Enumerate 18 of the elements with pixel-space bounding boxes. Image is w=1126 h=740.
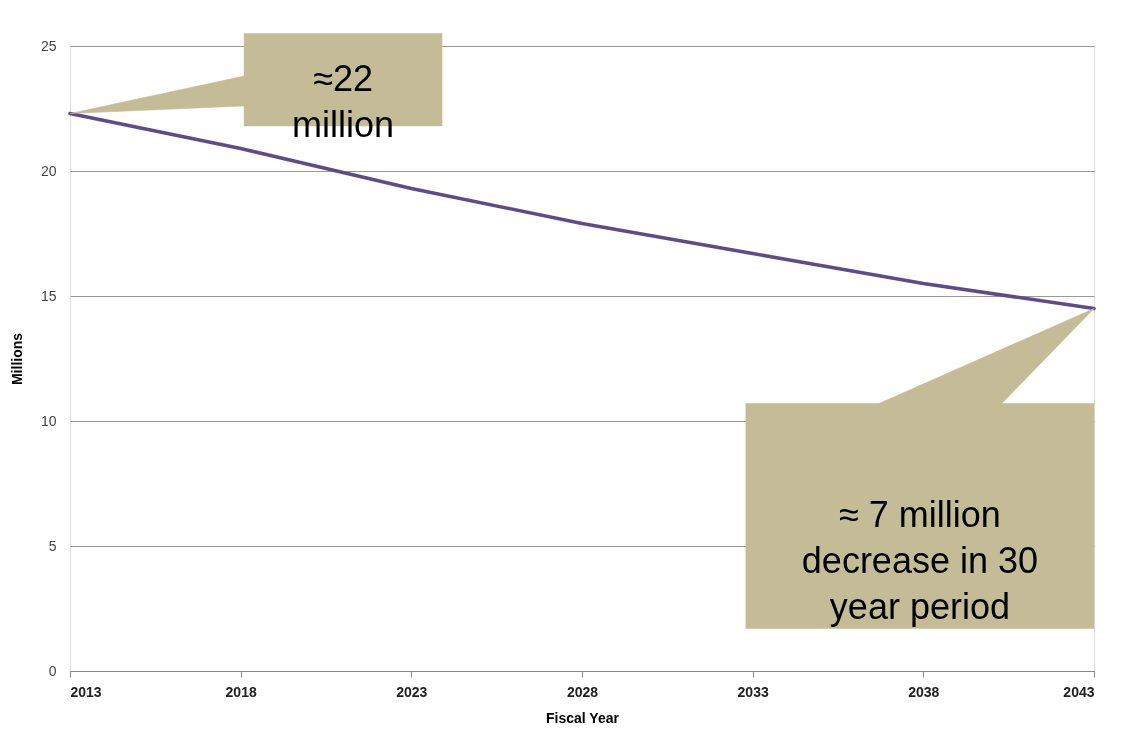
annotation: ≈ 7 million decrease in 30 year period (801, 494, 1039, 627)
y-axis-title: Millions (8, 332, 25, 386)
y-tick-label: 0 (48, 662, 57, 679)
x-tick-label: 2038 (908, 683, 940, 700)
x-tick-label: 2023 (396, 683, 428, 700)
x-tick-label: 2033 (737, 683, 769, 700)
y-tick-label: 25 (40, 37, 57, 54)
y-tick-label: 5 (48, 537, 57, 554)
x-tick-label: 2043 (1063, 683, 1095, 700)
x-tick-label: 2018 (225, 683, 257, 700)
y-tick-label: 15 (40, 287, 57, 304)
line-series (68, 111, 1096, 311)
x-tick-label: 2028 (566, 683, 599, 700)
y-tick-label: 20 (40, 162, 57, 179)
x-axis-title: Fiscal Year (546, 709, 620, 726)
x-tick-label: 2013 (70, 683, 102, 700)
annotation: ≈22 million (292, 57, 395, 145)
y-tick-label: 10 (40, 412, 57, 429)
